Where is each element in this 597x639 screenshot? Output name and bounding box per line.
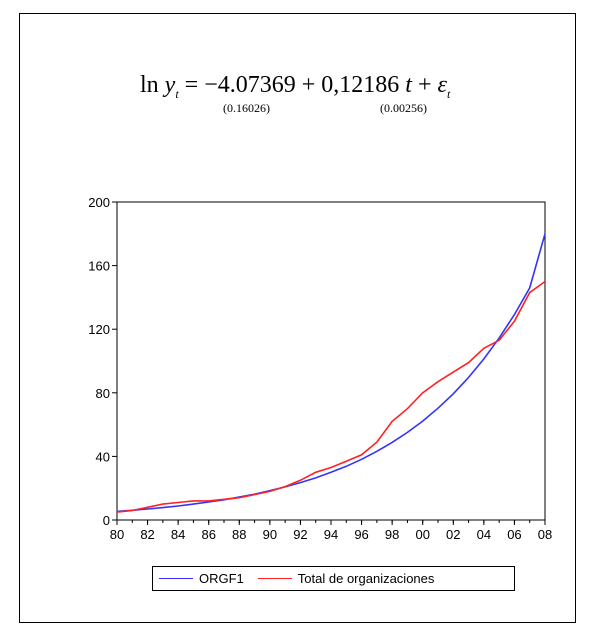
x-tick-label: 90 (263, 527, 277, 542)
x-tick-label: 96 (354, 527, 368, 542)
eq-equals: = − (184, 72, 218, 98)
x-tick-label: 04 (477, 527, 491, 542)
x-tick-label: 94 (324, 527, 338, 542)
legend-label-total: Total de organizaciones (297, 571, 435, 586)
legend-label-orgf1: ORGF1 (199, 571, 244, 586)
chart-legend: ORGF1 Total de organizaciones (152, 566, 515, 591)
eq-epsilon: ε (437, 72, 447, 98)
y-tick-label: 80 (96, 386, 110, 401)
y-tick-label: 120 (88, 322, 110, 337)
eq-y-sub: t (175, 86, 179, 101)
eq-t: t (399, 72, 412, 98)
x-tick-label: 00 (415, 527, 429, 542)
equation-main: ln yt = −4.07369 + 0,12186 t + εt (140, 72, 450, 102)
regression-equation: ln yt = −4.07369 + 0,12186 t + εt (0.160… (140, 72, 560, 142)
line-chart: 0 40 80 120 160 200 80 82 84 86 88 90 92 94 96 98 00 02 04… (88, 195, 552, 542)
eq-ln: ln (140, 72, 159, 98)
x-tick-label: 82 (140, 527, 154, 542)
y-tick-label: 0 (103, 513, 110, 528)
y-tick-label: 160 (88, 259, 110, 274)
eq-intercept: 4.07369 (217, 72, 296, 98)
eq-slope: 0,12186 (321, 72, 400, 98)
x-tick-label: 86 (201, 527, 215, 542)
series-line-orgf1 (116, 233, 546, 513)
legend-item-total: Total de organizaciones (257, 571, 435, 586)
legend-item-orgf1: ORGF1 (159, 571, 244, 586)
legend-swatch-orgf1 (159, 578, 193, 579)
eq-y: y (164, 72, 176, 98)
figure-frame (19, 13, 576, 623)
x-tick-label: 98 (385, 527, 399, 542)
eq-plus1: + (301, 72, 322, 98)
x-tick-label: 92 (293, 527, 307, 542)
x-tick-label: 84 (171, 527, 185, 542)
x-tick-label: 88 (232, 527, 246, 542)
eq-plus2: + (411, 72, 438, 98)
legend-swatch-total (257, 578, 292, 579)
x-tick-label: 02 (446, 527, 460, 542)
series-line-total-organizaciones (116, 280, 546, 513)
x-tick-label: 06 (507, 527, 521, 542)
se-intercept: (0.16026) (223, 101, 270, 115)
y-tick-label: 40 (96, 449, 110, 464)
x-tick-label: 80 (110, 527, 124, 542)
x-tick-label: 08 (538, 527, 552, 542)
eq-eps-sub: t (446, 86, 451, 101)
se-slope: (0.00256) (380, 101, 427, 115)
y-tick-label: 200 (88, 195, 110, 210)
